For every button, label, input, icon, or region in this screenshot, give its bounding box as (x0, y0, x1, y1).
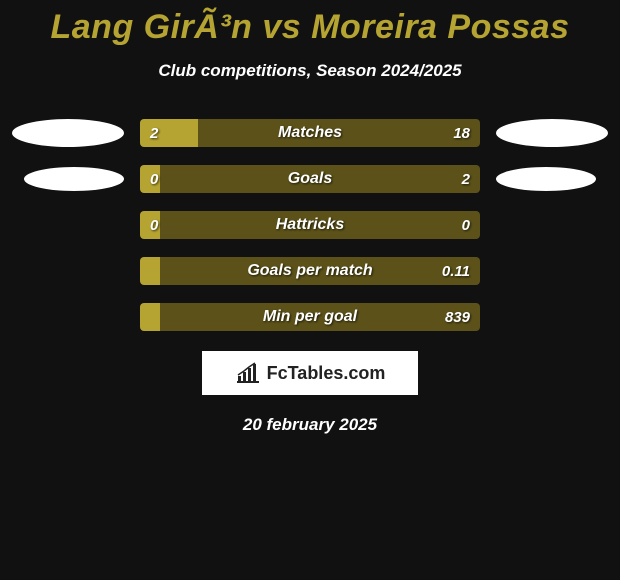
bar-right-segment (160, 211, 480, 239)
player-left-marker (12, 119, 124, 147)
bar-right-segment (160, 165, 480, 193)
stat-bar: 0.11Goals per match (140, 257, 480, 285)
stat-row: 839Min per goal (0, 303, 620, 331)
stat-bar: 02Goals (140, 165, 480, 193)
date-label: 20 february 2025 (0, 415, 620, 435)
subtitle: Club competitions, Season 2024/2025 (0, 61, 620, 81)
stat-bar: 839Min per goal (140, 303, 480, 331)
bar-right-segment (160, 303, 480, 331)
bar-left-segment (140, 119, 198, 147)
stats-comparison-panel: Lang GirÃ³n vs Moreira Possas Club compe… (0, 0, 620, 435)
stat-row: 218Matches (0, 119, 620, 147)
bar-right-segment (198, 119, 480, 147)
stat-bar: 218Matches (140, 119, 480, 147)
stat-rows: 218Matches02Goals00Hattricks0.11Goals pe… (0, 119, 620, 331)
player-right-marker (496, 167, 596, 191)
stat-bar: 00Hattricks (140, 211, 480, 239)
stat-row: 00Hattricks (0, 211, 620, 239)
right-value: 18 (453, 119, 470, 147)
brand-badge[interactable]: FcTables.com (202, 351, 418, 395)
bar-left-segment (140, 303, 160, 331)
player-left-marker (24, 167, 124, 191)
bar-left-segment (140, 257, 160, 285)
right-value: 839 (445, 303, 470, 331)
left-value: 0 (150, 211, 158, 239)
chart-icon (235, 362, 261, 384)
right-value: 0.11 (442, 257, 470, 285)
left-value: 2 (150, 119, 158, 147)
player-right-marker (496, 119, 608, 147)
stat-row: 0.11Goals per match (0, 257, 620, 285)
bar-right-segment (160, 257, 480, 285)
right-value: 2 (462, 165, 470, 193)
left-value: 0 (150, 165, 158, 193)
right-value: 0 (462, 211, 470, 239)
stat-row: 02Goals (0, 165, 620, 193)
page-title: Lang GirÃ³n vs Moreira Possas (0, 8, 620, 47)
brand-name: FcTables.com (267, 363, 386, 384)
